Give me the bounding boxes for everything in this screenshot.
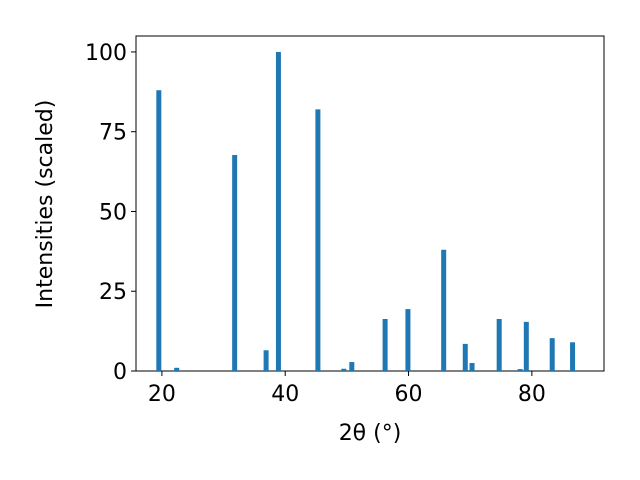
bar [349,362,355,371]
y-tick-label: 75 [99,121,127,146]
bar [315,109,321,371]
bar [341,368,347,371]
bar [382,318,388,371]
bar [462,343,468,371]
bar [496,318,502,371]
bar [570,342,576,371]
y-tick-label: 100 [85,41,127,66]
x-tick-label: 60 [395,382,423,407]
x-axis-label: 2θ (°) [339,421,402,446]
x-tick-label: 40 [271,382,299,407]
y-tick-label: 0 [113,360,127,385]
x-tick-label: 80 [518,382,546,407]
bar [517,369,523,371]
bar [174,367,180,371]
bar [549,338,555,371]
y-tick-label: 50 [99,200,127,225]
bar [523,321,529,371]
bar [232,155,238,371]
bar [263,350,269,371]
bar [275,51,281,371]
bar [156,90,162,371]
bar [469,363,475,371]
bar [441,249,447,371]
x-tick-label: 20 [148,382,176,407]
bar [405,309,411,371]
y-axis-label: Intensities (scaled) [33,100,58,309]
plot-frame [135,35,605,372]
y-tick-label: 25 [99,280,127,305]
